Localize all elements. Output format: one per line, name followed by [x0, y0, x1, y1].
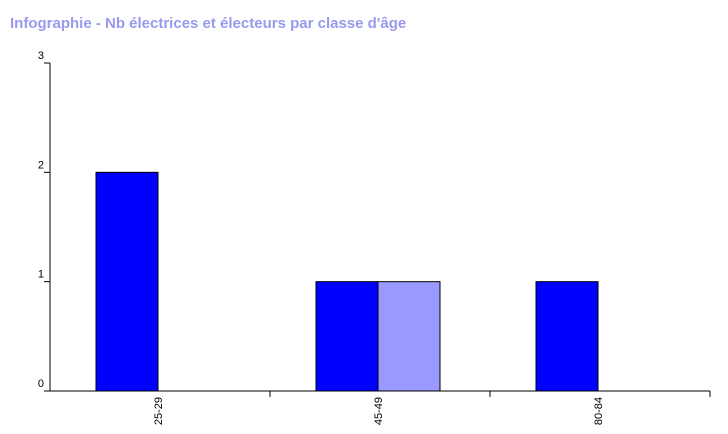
bar	[535, 281, 599, 392]
bar	[95, 171, 159, 392]
y-tick-label: 3	[38, 50, 44, 62]
y-tick-label: 2	[38, 159, 44, 171]
chart-title: Infographie - Nb électrices et électeurs…	[10, 15, 406, 32]
y-tick-label: 1	[38, 269, 44, 281]
y-tick-label: 0	[38, 378, 44, 390]
bar	[377, 281, 441, 392]
x-tick-label: 25-29	[153, 397, 165, 425]
bar	[315, 281, 379, 392]
x-tick-label: 80-84	[593, 397, 605, 425]
x-tick-label: 45-49	[373, 397, 385, 425]
